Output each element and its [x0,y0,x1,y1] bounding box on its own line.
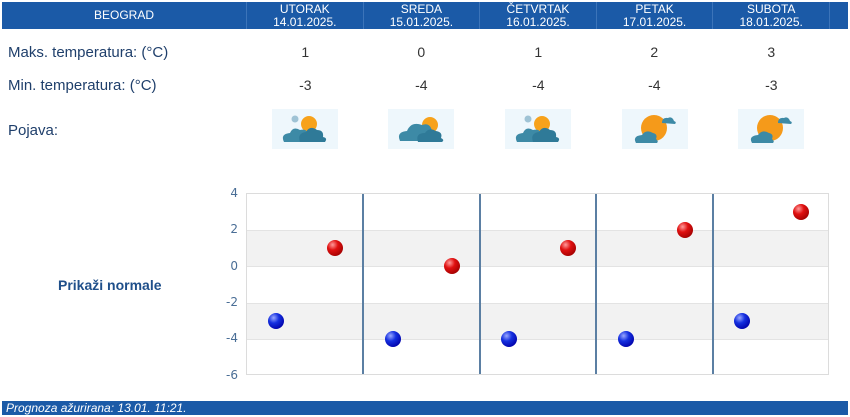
day-date: 17.01.2025. [622,14,687,29]
day-name: PETAK [635,1,674,16]
day-date: 15.01.2025. [389,14,454,29]
day-header-2: SREDA 15.01.2025. [364,2,481,29]
max-temp-point [327,240,343,257]
y-tick: -4 [226,331,238,345]
y-tick: -2 [226,295,238,309]
grid-line [247,303,828,304]
min-temp-value: -4 [532,77,545,93]
forecast-updated: Prognoza ažurirana: 13.01. 11:21. [2,401,848,415]
day-header-1: UTORAK 14.01.2025. [247,2,364,29]
max-temp-value: 1 [534,44,543,60]
day-name: ČETVRTAK [506,1,570,16]
max-temp-point [793,204,810,221]
show-normals-link[interactable]: Prikaži normale [58,277,162,293]
y-tick: 2 [230,222,238,236]
day-separator [362,194,364,374]
day-separator [595,194,597,374]
min-temp-point [501,330,518,347]
min-temp-point [734,312,751,329]
partly-cloudy-icon [272,109,338,149]
city-name: BEOGRAD [2,2,247,29]
max-temp-row: Maks. temperatura: (°C) 1 0 1 2 3 [0,43,850,61]
min-temp-label: Min. temperatura: (°C) [8,76,157,94]
max-temp-point [560,240,577,257]
day-name: UTORAK [279,1,330,16]
min-temp-value: -4 [415,77,428,93]
min-temp-value: -3 [765,77,778,93]
max-temp-value: 2 [650,44,659,60]
grid-line [247,230,828,231]
cloudy-with-sun-icon [388,109,454,149]
grid-line [247,339,828,340]
max-temp-label: Maks. temperatura: (°C) [8,43,169,61]
grid-band [247,230,828,266]
day-name: SUBOTA [746,1,796,16]
max-temp-value: 1 [301,44,310,60]
partly-cloudy-icon [505,109,571,149]
max-temp-value: 0 [417,44,426,60]
temperature-chart [246,193,829,375]
mostly-sunny-icon [622,109,688,149]
min-temp-value: -3 [299,77,312,93]
min-temp-point [268,312,284,329]
y-tick: -6 [226,368,238,382]
day-date: 18.01.2025. [739,14,803,29]
y-tick: 0 [230,259,238,273]
phenomenon-row: Pojava: [0,121,850,139]
mostly-sunny-icon [738,109,804,149]
max-temp-value: 3 [767,44,776,60]
y-tick: 4 [230,186,238,200]
header-spacer [830,2,848,29]
forecast-header: BEOGRAD UTORAK 14.01.2025. SREDA 15.01.202… [2,2,848,29]
max-temp-point [676,222,693,239]
min-temp-point [384,330,401,347]
max-temp-point [443,258,460,275]
phenomenon-label: Pojava: [8,121,59,139]
min-temp-point [617,330,634,347]
day-header-4: PETAK 17.01.2025. [597,2,714,29]
grid-band [247,303,828,339]
min-temp-row: Min. temperatura: (°C) -3 -4 -4 -4 -3 [0,76,850,94]
day-separator [712,194,714,374]
day-date: 14.01.2025. [273,14,337,29]
day-header-3: ČETVRTAK 16.01.2025. [480,2,597,29]
day-name: SREDA [400,1,443,16]
day-separator [479,194,481,374]
min-temp-value: -4 [648,77,661,93]
day-header-5: SUBOTA 18.01.2025. [713,2,830,29]
day-date: 16.01.2025. [506,14,570,29]
grid-line [247,266,828,267]
